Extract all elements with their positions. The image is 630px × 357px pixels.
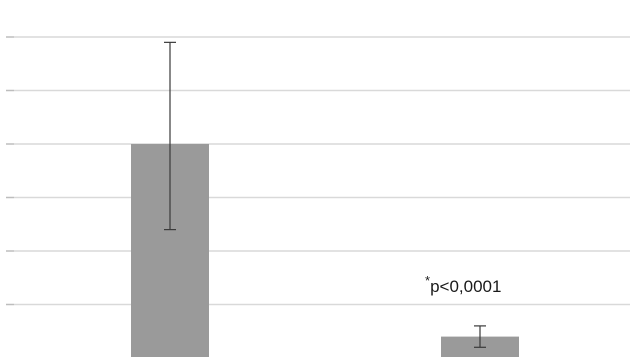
gridlines [6,36,630,306]
annotations: *p<0,0001 [425,273,501,296]
significance-annotation: *p<0,0001 [425,273,501,296]
error-bars [164,41,486,348]
significance-star: * [425,273,430,288]
significance-text: p<0,0001 [430,277,501,296]
